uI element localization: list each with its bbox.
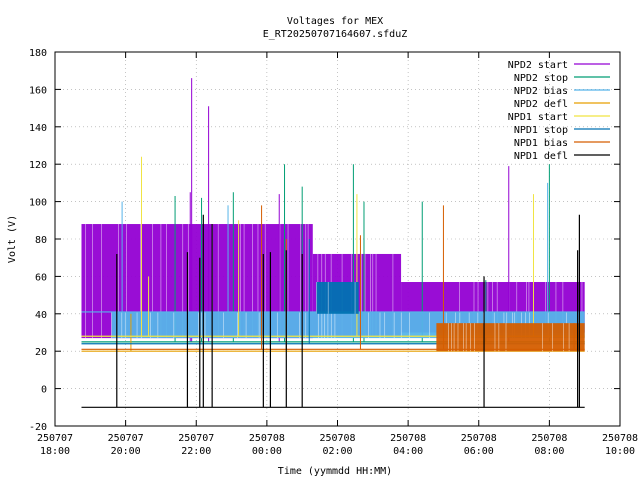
x-tick-time: 22:00 (181, 446, 211, 457)
x-tick-date: 250708 (249, 433, 285, 444)
chart-title: Voltages for MEX (287, 16, 383, 27)
x-tick-date: 250708 (390, 433, 426, 444)
y-tick-label: 80 (35, 235, 47, 246)
y-tick-label: 60 (35, 272, 47, 283)
x-tick-date: 250707 (108, 433, 144, 444)
legend: NPD2 start NPD2 stop NPD2 bias NPD2 defl NPD… (508, 60, 610, 162)
series-band (316, 282, 359, 314)
y-tick-label: 20 (35, 347, 47, 358)
x-tick-time: 18:00 (40, 446, 70, 457)
legend-label: NPD2 defl (514, 99, 568, 110)
x-tick-date: 250708 (461, 433, 497, 444)
x-tick-time: 02:00 (322, 446, 352, 457)
axes: -20 0 20 40 60 80 100 120 140 160 180 250707 18:00 25… (29, 48, 638, 457)
x-tick-time: 06:00 (464, 446, 494, 457)
y-tick-label: 40 (35, 310, 47, 321)
series-npd1-bias (81, 205, 585, 352)
legend-label: NPD2 bias (514, 86, 568, 97)
x-axis-label: Time (yymmdd HH:MM) (278, 466, 392, 477)
x-tick-date: 250708 (602, 433, 638, 444)
y-tick-label: -20 (29, 422, 47, 433)
series-band (436, 323, 585, 352)
y-tick-label: 180 (29, 48, 47, 59)
x-tick-date: 250708 (531, 433, 567, 444)
y-tick-label: 100 (29, 198, 47, 209)
x-tick-time: 10:00 (605, 446, 635, 457)
x-tick-time: 08:00 (534, 446, 564, 457)
y-tick-label: 0 (41, 385, 47, 396)
x-tick-date: 250707 (37, 433, 73, 444)
legend-label: NPD1 defl (514, 151, 568, 162)
series-npd2-defl (81, 313, 585, 352)
plot-area (81, 78, 585, 408)
x-tick-date: 250708 (319, 433, 355, 444)
y-tick-label: 140 (29, 123, 47, 134)
y-axis-label: Volt (V) (7, 215, 18, 263)
series-npd1-stop (81, 239, 585, 345)
legend-label: NPD1 stop (514, 125, 568, 136)
legend-label: NPD2 stop (514, 73, 568, 84)
y-tick-label: 120 (29, 160, 47, 171)
legend-label: NPD2 start (508, 60, 568, 71)
x-tick-time: 00:00 (252, 446, 282, 457)
chart-subtitle: E_RT20250707164607.sfduZ (263, 29, 408, 40)
x-tick-date: 250707 (178, 433, 214, 444)
x-tick-time: 20:00 (111, 446, 141, 457)
y-tick-label: 160 (29, 85, 47, 96)
x-tick-time: 04:00 (393, 446, 423, 457)
legend-label: NPD1 bias (514, 138, 568, 149)
legend-label: NPD1 start (508, 112, 568, 123)
series-npd1-defl (81, 214, 585, 408)
